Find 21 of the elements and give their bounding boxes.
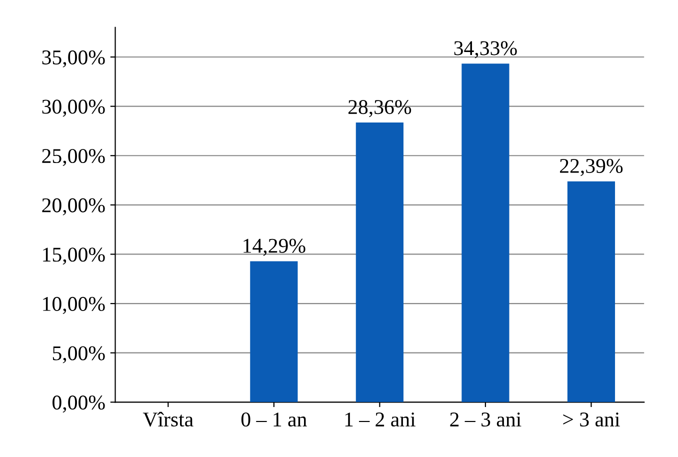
y-tick-label: 15,00% bbox=[43, 248, 105, 265]
x-tick-label: 2 – 3 ani bbox=[450, 412, 522, 427]
bar bbox=[462, 64, 510, 402]
bar bbox=[567, 181, 616, 402]
x-tick-label: 0 – 1 an bbox=[241, 412, 307, 427]
y-tick-label: 25,00% bbox=[42, 148, 105, 166]
x-tick-label: 1 – 2 ani bbox=[345, 412, 416, 427]
x-tick-label: Vîrsta bbox=[142, 412, 194, 427]
x-tick-label: > 3 ani bbox=[563, 412, 620, 427]
y-tick-label: 0,00% bbox=[52, 396, 105, 413]
y-tick-label: 35,00% bbox=[42, 50, 105, 68]
y-tick-label: 5,00% bbox=[52, 346, 105, 364]
data-label: 14,29% bbox=[244, 238, 306, 256]
bar bbox=[356, 122, 404, 402]
data-label: 34,33% bbox=[454, 41, 517, 58]
y-tick-label: 10,00% bbox=[43, 296, 105, 314]
data-label: 28,36% bbox=[348, 100, 412, 118]
data-label: 22,39% bbox=[560, 158, 623, 176]
bar bbox=[250, 261, 298, 402]
y-tick-label: 30,00% bbox=[42, 100, 105, 117]
y-tick-label: 20,00% bbox=[42, 198, 105, 216]
